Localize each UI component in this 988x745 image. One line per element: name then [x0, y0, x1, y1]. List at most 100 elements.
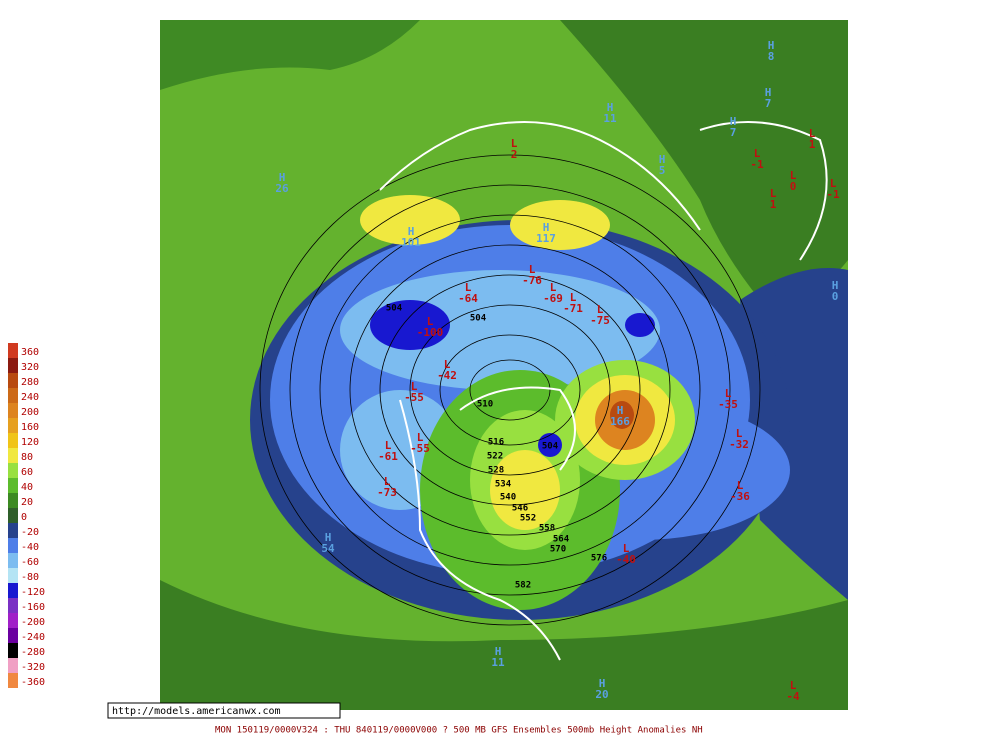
contour-label: 504 — [542, 442, 559, 452]
contour-label: 510 — [477, 400, 493, 410]
center-type: H — [607, 101, 614, 114]
legend-swatch — [8, 463, 18, 478]
center-value: 7 — [765, 97, 772, 110]
legend-swatch — [8, 388, 18, 403]
center-value: 26 — [275, 182, 289, 195]
center-type: L — [385, 439, 392, 452]
contour-label: 516 — [488, 438, 504, 448]
center-value: -55 — [410, 442, 430, 455]
center-value: -42 — [437, 369, 457, 382]
legend-swatch — [8, 523, 18, 538]
center-value: 0 — [790, 180, 797, 193]
center-value: 20 — [595, 688, 608, 701]
center-value: -69 — [543, 292, 563, 305]
center-value: -4 — [786, 690, 800, 703]
legend-swatch — [8, 493, 18, 508]
center-value: 54 — [321, 542, 335, 555]
center-type: H — [768, 39, 775, 52]
legend-swatch — [8, 358, 18, 373]
center-value: -1 — [750, 158, 764, 171]
contour-label: 582 — [515, 581, 531, 591]
center-type: H — [617, 404, 624, 417]
center-value: 2 — [511, 148, 518, 161]
legend-swatch — [8, 643, 18, 658]
legend-swatch — [8, 403, 18, 418]
legend-swatch — [8, 628, 18, 643]
center-value: 101 — [401, 236, 421, 249]
center-type: L — [737, 479, 744, 492]
center-type: L — [465, 281, 472, 294]
center-value: -76 — [522, 274, 542, 287]
url: http://models.americanwx.com — [112, 706, 281, 717]
legend-swatch — [8, 418, 18, 433]
legend-label: -160 — [21, 602, 45, 613]
legend-swatch — [8, 478, 18, 493]
center-value: -55 — [404, 391, 424, 404]
center-type: L — [444, 358, 451, 371]
center-value: 7 — [730, 126, 737, 139]
center-value: 1 — [770, 198, 777, 211]
center-type: L — [427, 315, 434, 328]
legend-label: 280 — [21, 377, 39, 388]
center-value: 11 — [491, 656, 505, 669]
center-type: H — [599, 677, 606, 690]
legend-label: 200 — [21, 407, 39, 418]
legend-label: -280 — [21, 647, 45, 658]
center-type: L — [790, 679, 797, 692]
center-type: L — [754, 147, 761, 160]
center-type: L — [770, 187, 777, 200]
legend-swatch — [8, 508, 18, 523]
url-box — [107, 702, 341, 719]
legend-swatch — [8, 373, 18, 388]
center-type: H — [325, 531, 332, 544]
legend-label: -120 — [21, 587, 45, 598]
center-value: -64 — [458, 292, 478, 305]
legend-label: 360 — [21, 347, 39, 358]
center-type: H — [408, 225, 415, 238]
legend-swatch — [8, 538, 18, 553]
legend-label: -20 — [21, 527, 39, 538]
center-type: H — [543, 221, 550, 234]
center-value: 117 — [536, 232, 556, 245]
center-value: -1 — [826, 188, 840, 201]
legend-label: -320 — [21, 662, 45, 673]
legend-label: -40 — [21, 542, 39, 553]
contour-label: 528 — [488, 466, 504, 476]
center-type: L — [623, 542, 630, 555]
contour-label: 576 — [591, 554, 607, 564]
center-type: L — [529, 263, 536, 276]
center-type: L — [411, 380, 418, 393]
center-type: H — [279, 171, 286, 184]
center-type: L — [384, 475, 391, 488]
center-value: -100 — [417, 326, 444, 339]
center-type: L — [830, 177, 837, 190]
legend-label: 60 — [21, 467, 33, 478]
center-value: 11 — [603, 112, 617, 125]
center-value: -40 — [616, 553, 636, 566]
center-type: L — [550, 281, 557, 294]
contour-label: 534 — [495, 480, 512, 490]
center-value: 1 — [809, 138, 816, 151]
center-type: L — [597, 303, 604, 316]
legend-swatch — [8, 583, 18, 598]
legend-label: -60 — [21, 557, 39, 568]
center-value: -71 — [563, 302, 583, 315]
center-type: L — [736, 427, 743, 440]
legend-swatch — [8, 448, 18, 463]
contour-label: 558 — [539, 524, 555, 534]
center-type: L — [790, 169, 797, 182]
legend-label: -80 — [21, 572, 39, 583]
contour-label: 552 — [520, 514, 536, 524]
legend-swatch — [8, 568, 18, 583]
center-value: -73 — [377, 486, 397, 499]
center-type: L — [725, 387, 732, 400]
legend-label: 40 — [21, 482, 33, 493]
center-value: -75 — [590, 314, 610, 327]
center-type: L — [511, 137, 518, 150]
legend-label: 0 — [21, 512, 27, 523]
contour-label: 564 — [553, 535, 570, 545]
legend-label: 120 — [21, 437, 39, 448]
legend-label: 20 — [21, 497, 33, 508]
legend-swatch — [8, 658, 18, 673]
